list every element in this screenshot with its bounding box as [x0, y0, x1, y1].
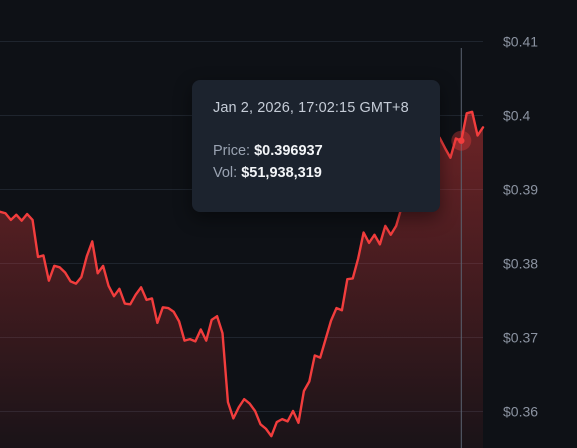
- price-point[interactable]: [481, 125, 486, 130]
- price-point[interactable]: [46, 278, 51, 283]
- price-point[interactable]: [193, 339, 198, 344]
- price-point[interactable]: [394, 223, 399, 228]
- tooltip-price-value: $0.396937: [254, 143, 323, 159]
- tooltip-price-label: Price:: [213, 143, 251, 159]
- price-point[interactable]: [263, 426, 268, 431]
- price-point[interactable]: [307, 379, 312, 384]
- price-point[interactable]: [79, 274, 84, 279]
- price-point[interactable]: [383, 223, 388, 228]
- price-point[interactable]: [187, 337, 192, 342]
- price-point[interactable]: [475, 133, 480, 138]
- price-point[interactable]: [209, 317, 214, 322]
- price-point[interactable]: [253, 408, 258, 413]
- y-tick-label: $0.38: [503, 256, 538, 272]
- price-point[interactable]: [356, 256, 361, 261]
- price-point[interactable]: [68, 279, 73, 284]
- price-point[interactable]: [215, 314, 220, 319]
- price-point[interactable]: [84, 254, 89, 259]
- price-point[interactable]: [101, 263, 106, 268]
- price-point[interactable]: [149, 296, 154, 301]
- price-point[interactable]: [139, 285, 144, 290]
- y-axis: $0.41 $0.4 $0.39 $0.38 $0.37 $0.36: [503, 34, 538, 420]
- price-point[interactable]: [90, 239, 95, 244]
- hover-marker-layer: [451, 130, 472, 151]
- price-point[interactable]: [73, 281, 78, 286]
- price-point[interactable]: [144, 297, 149, 302]
- price-area-fill: [0, 111, 483, 448]
- price-point[interactable]: [117, 286, 122, 291]
- price-point[interactable]: [14, 212, 19, 217]
- price-point[interactable]: [258, 422, 263, 427]
- price-point[interactable]: [448, 155, 453, 160]
- price-point[interactable]: [367, 240, 372, 245]
- price-point[interactable]: [171, 309, 176, 314]
- price-point[interactable]: [182, 338, 187, 343]
- y-tick-label: $0.39: [503, 182, 538, 198]
- price-point[interactable]: [122, 301, 127, 306]
- tooltip-volume-row: Vol: $51,938,319: [213, 165, 419, 181]
- price-point[interactable]: [242, 397, 247, 402]
- price-point[interactable]: [106, 283, 111, 288]
- price-point[interactable]: [52, 263, 57, 268]
- price-point[interactable]: [464, 111, 469, 116]
- price-point[interactable]: [285, 419, 290, 424]
- price-point[interactable]: [291, 408, 296, 413]
- price-point[interactable]: [25, 212, 30, 217]
- price-point[interactable]: [8, 217, 13, 222]
- price-point[interactable]: [220, 331, 225, 336]
- price-point[interactable]: [41, 253, 46, 258]
- price-point[interactable]: [30, 217, 35, 222]
- price-point[interactable]: [443, 146, 448, 151]
- price-point[interactable]: [247, 401, 252, 406]
- price-point[interactable]: [350, 276, 355, 281]
- price-point[interactable]: [339, 308, 344, 313]
- y-tick-label: $0.41: [503, 34, 538, 50]
- price-point[interactable]: [133, 292, 138, 297]
- price-point[interactable]: [35, 254, 40, 259]
- tooltip-timestamp: Jan 2, 2026, 17:02:15 GMT+8: [213, 100, 409, 116]
- price-point[interactable]: [377, 242, 382, 247]
- price-point[interactable]: [274, 420, 279, 425]
- price-point[interactable]: [160, 305, 165, 310]
- price-point[interactable]: [361, 230, 366, 235]
- price-point[interactable]: [3, 211, 8, 216]
- price-point[interactable]: [128, 302, 133, 307]
- price-point[interactable]: [323, 337, 328, 342]
- price-point[interactable]: [301, 388, 306, 393]
- hover-point: [458, 137, 465, 144]
- y-tick-label: $0.4: [503, 108, 530, 124]
- price-point[interactable]: [329, 318, 334, 323]
- price-point[interactable]: [57, 265, 62, 270]
- tooltip-volume-label: Vol:: [213, 165, 238, 181]
- y-tick-label: $0.37: [503, 330, 538, 346]
- price-point[interactable]: [236, 405, 241, 410]
- tooltip-price-row: Price: $0.396937: [213, 143, 419, 159]
- price-point[interactable]: [198, 327, 203, 332]
- price-point[interactable]: [334, 306, 339, 311]
- area-fill-layer: [0, 111, 483, 448]
- price-point[interactable]: [95, 271, 100, 276]
- price-point[interactable]: [166, 306, 171, 311]
- price-point[interactable]: [312, 353, 317, 358]
- price-point[interactable]: [19, 218, 24, 223]
- price-point[interactable]: [280, 417, 285, 422]
- price-point[interactable]: [225, 400, 230, 405]
- price-point[interactable]: [63, 270, 68, 275]
- price-point[interactable]: [296, 420, 301, 425]
- price-point[interactable]: [470, 109, 475, 114]
- price-point[interactable]: [318, 355, 323, 360]
- price-point[interactable]: [204, 338, 209, 343]
- price-point[interactable]: [269, 434, 274, 439]
- price-tooltip: Jan 2, 2026, 17:02:15 GMT+8 Price: $0.39…: [192, 80, 440, 212]
- y-tick-label: $0.36: [503, 404, 538, 420]
- price-point[interactable]: [231, 416, 236, 421]
- price-point[interactable]: [372, 232, 377, 237]
- price-point[interactable]: [177, 319, 182, 324]
- price-point[interactable]: [388, 232, 393, 237]
- tooltip-volume-value: $51,938,319: [241, 165, 322, 181]
- price-point[interactable]: [155, 320, 160, 325]
- price-point[interactable]: [111, 294, 116, 299]
- price-point[interactable]: [345, 277, 350, 282]
